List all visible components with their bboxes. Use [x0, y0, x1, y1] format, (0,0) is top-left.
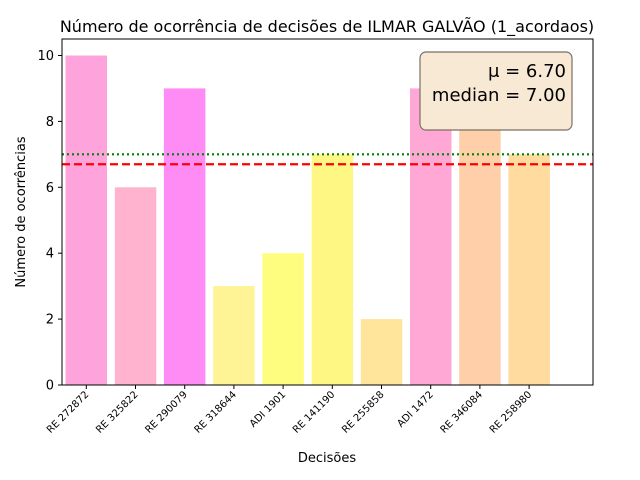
bar-re-318644: [213, 286, 255, 385]
y-tick-label: 6: [46, 181, 54, 196]
stats-box-frame: [419, 51, 573, 131]
median-label: median = 7.00: [432, 85, 566, 106]
y-tick-label: 8: [46, 115, 54, 130]
x-tick-label: RE 318644: [193, 389, 239, 435]
x-tick-label: RE 141190: [291, 389, 337, 435]
x-axis-ticks: RE 272872 RE 325822 RE 290079 RE 318644 ADI …: [45, 385, 534, 436]
bar-re-290079: [163, 88, 206, 386]
bar-re-325822: [114, 187, 157, 385]
bars-group: [65, 55, 550, 386]
bar-re-255858: [360, 319, 403, 385]
x-tick-label: RE 272872: [45, 389, 91, 435]
chart-title: Número de ocorrência de decisões de ILMA…: [60, 17, 594, 37]
bar-re-272872: [65, 55, 107, 385]
y-tick-label: 2: [46, 313, 54, 328]
x-tick-label: RE 346084: [439, 389, 485, 435]
x-tick-label: RE 258980: [488, 389, 534, 435]
x-axis-label: Decisões: [298, 451, 356, 466]
y-tick-label: 10: [37, 49, 54, 64]
mean-label: μ = 6.70: [488, 61, 566, 82]
y-axis-ticks: 0 2 4 6 8 10: [37, 49, 62, 394]
x-tick-label: RE 325822: [94, 389, 140, 435]
y-tick-label: 0: [46, 379, 54, 394]
x-tick-label: RE 290079: [143, 389, 189, 435]
y-tick-label: 4: [46, 247, 54, 262]
plot-frame: [61, 38, 594, 386]
x-tick-label: ADI 1472: [395, 389, 435, 429]
bar-re-141190: [311, 154, 354, 385]
y-axis-label: Número de ocorrências: [14, 136, 29, 287]
bar-re-258980: [508, 154, 550, 385]
reference-lines: [62, 153, 593, 166]
x-tick-label: RE 255858: [340, 389, 386, 435]
stats-box: μ = 6.70 median = 7.00: [419, 51, 573, 131]
bar-adi-1472: [410, 88, 452, 386]
bar-adi-1901: [262, 253, 304, 385]
x-tick-label: ADI 1901: [248, 389, 288, 429]
